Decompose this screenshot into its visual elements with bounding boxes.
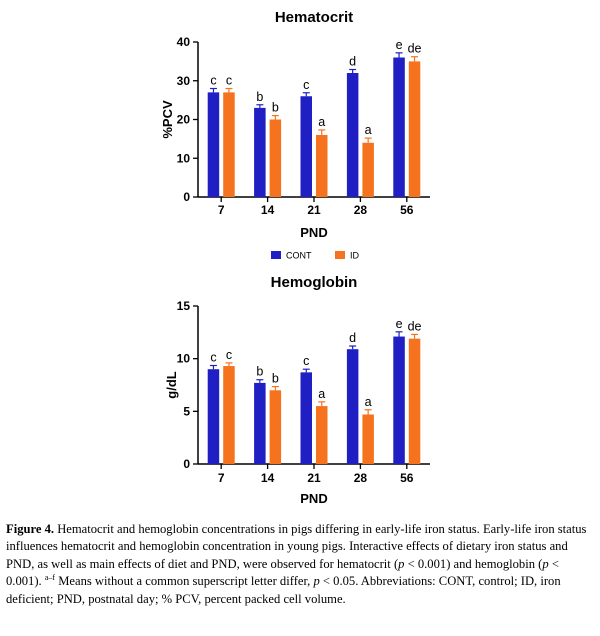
bar-id xyxy=(316,406,328,464)
y-tick-label: 10 xyxy=(177,352,191,366)
y-tick-label: 0 xyxy=(183,457,190,471)
y-tick-label: 0 xyxy=(183,190,190,204)
significance-letter: c xyxy=(226,348,232,362)
y-tick-label: 10 xyxy=(177,151,191,165)
bar-cont xyxy=(207,92,220,197)
significance-letter: c xyxy=(210,351,216,365)
bar-id xyxy=(316,135,328,197)
significance-letter: c xyxy=(226,74,232,88)
bar-cont xyxy=(254,107,266,197)
significance-letter: b xyxy=(272,372,279,386)
bar-id xyxy=(362,414,374,464)
caption-p-2: p xyxy=(542,556,549,571)
significance-letter: e xyxy=(396,317,403,331)
y-tick-label: 15 xyxy=(177,299,191,313)
caption-text-5: < 0.05. Abbreviations: CONT, control; ID… xyxy=(6,574,561,606)
y-tick-label: 40 xyxy=(177,35,191,49)
chart-title: Hemoglobin xyxy=(271,274,358,291)
caption-text-1: Hematocrit and hemoglobin concentrations… xyxy=(6,522,587,571)
significance-letter: d xyxy=(349,331,356,345)
caption-superscript: a–f xyxy=(44,573,56,583)
bar-cont xyxy=(254,382,266,464)
caption-text-4: Means without a common superscript lette… xyxy=(55,574,314,589)
x-tick-label: 21 xyxy=(307,471,321,485)
bar-id xyxy=(223,92,235,197)
bar-id xyxy=(269,119,282,197)
bar-cont xyxy=(346,73,359,197)
legend-swatch-id xyxy=(335,251,345,259)
bar-id xyxy=(269,390,282,464)
bar-cont xyxy=(393,57,405,197)
legend-label-id: ID xyxy=(350,251,360,261)
significance-letter: c xyxy=(303,354,309,368)
significance-letter: c xyxy=(210,74,216,88)
legend-label-cont: CONT xyxy=(286,251,312,261)
caption-p-3: p xyxy=(313,574,320,589)
bar-cont xyxy=(300,372,312,464)
figure-caption: Figure 4. Hematocrit and hemoglobin conc… xyxy=(6,521,596,608)
significance-letter: b xyxy=(256,365,263,379)
caption-label: Figure 4. xyxy=(6,522,55,536)
significance-letter: a xyxy=(318,387,325,401)
significance-letter: de xyxy=(408,319,422,333)
y-tick-label: 30 xyxy=(177,74,191,88)
significance-letter: e xyxy=(396,38,403,52)
significance-letter: c xyxy=(303,78,309,92)
caption-p-1: p xyxy=(398,556,405,571)
chart-title: Hematocrit xyxy=(275,9,353,26)
bar-cont xyxy=(207,369,220,464)
x-tick-label: 56 xyxy=(400,471,414,485)
significance-letter: d xyxy=(349,55,356,69)
significance-letter: b xyxy=(272,101,279,115)
x-tick-label: 56 xyxy=(400,203,414,217)
legend: CONT ID xyxy=(271,251,360,261)
x-tick-label: 21 xyxy=(307,203,321,217)
x-tick-label: 7 xyxy=(218,471,225,485)
x-tick-label: 28 xyxy=(354,203,368,217)
significance-letter: a xyxy=(365,395,372,409)
significance-letter: a xyxy=(365,123,372,137)
bar-id xyxy=(362,142,374,197)
bar-id xyxy=(408,338,421,464)
bar-cont xyxy=(346,349,359,464)
y-tick-label: 20 xyxy=(177,113,191,127)
x-axis-label: PND xyxy=(300,491,327,506)
significance-letter: b xyxy=(256,90,263,104)
caption-text-2: < 0.001) and hemoglobin ( xyxy=(404,556,543,571)
bar-cont xyxy=(393,336,405,464)
y-tick-label: 5 xyxy=(183,404,190,418)
x-tick-label: 14 xyxy=(261,203,275,217)
caption-text-3: < 0.001). xyxy=(6,556,559,589)
x-tick-label: 7 xyxy=(218,203,225,217)
bar-id xyxy=(408,61,421,197)
x-axis-label: PND xyxy=(300,225,327,240)
bar-cont xyxy=(300,96,312,197)
y-axis-label: g/dL xyxy=(164,371,179,398)
x-tick-label: 14 xyxy=(261,471,275,485)
x-tick-label: 28 xyxy=(354,471,368,485)
y-axis-label: %PCV xyxy=(160,100,175,139)
significance-letter: a xyxy=(318,115,325,129)
significance-letter: de xyxy=(408,42,422,56)
bar-id xyxy=(223,366,235,464)
legend-swatch-cont xyxy=(271,251,281,259)
